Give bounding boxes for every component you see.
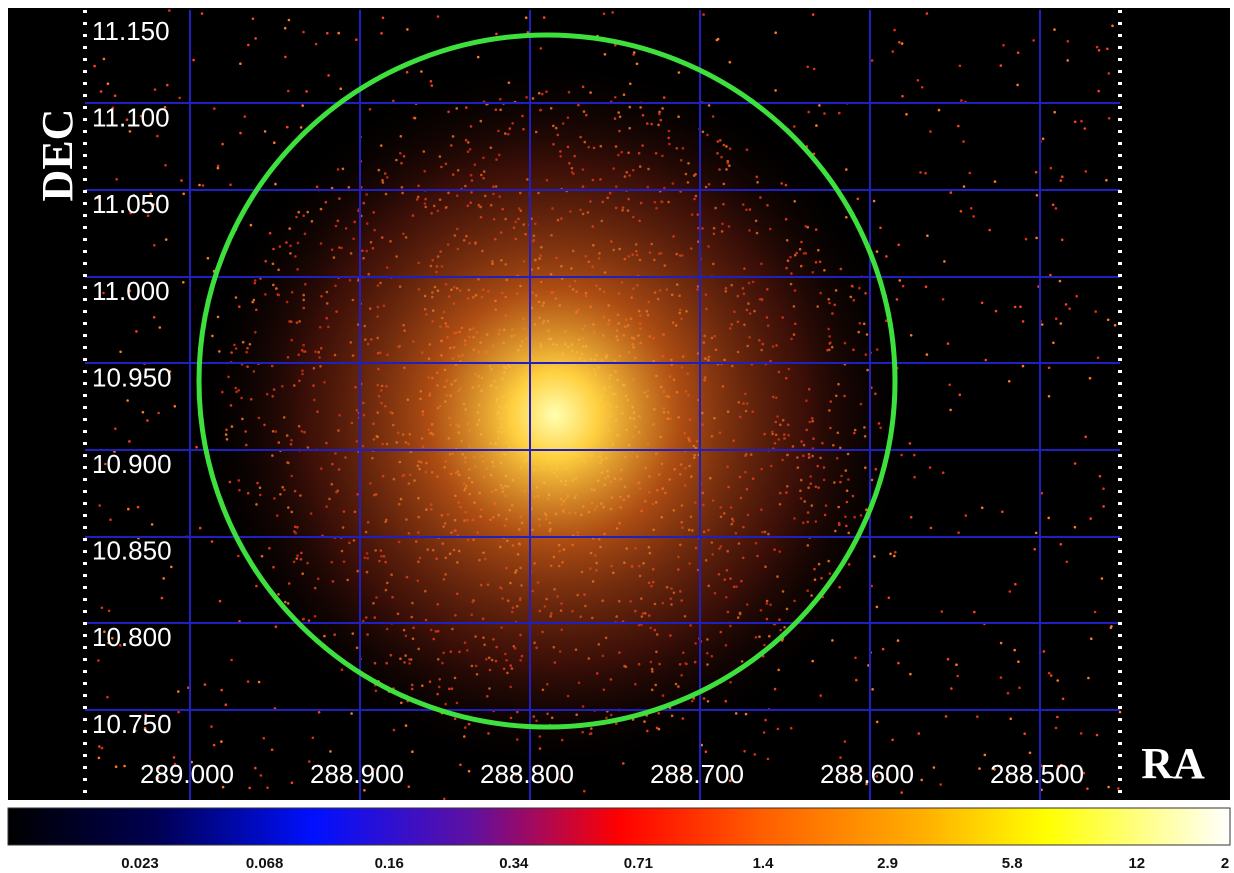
x-tick-label: 289.000 bbox=[140, 759, 234, 789]
colorbar-label: 0.023 bbox=[121, 855, 159, 872]
colorbar-label: 2 bbox=[1221, 855, 1229, 872]
y-tick-label: 11.100 bbox=[92, 103, 170, 133]
x-tick-label: 288.700 bbox=[650, 759, 744, 789]
y-axis-label: DEC bbox=[33, 109, 82, 202]
y-tick-label: 11.000 bbox=[92, 276, 170, 306]
page: DEC RA 11.150 11.100 11.050 11.000 10.950 10.… bbox=[0, 0, 1234, 873]
y-tick-label: 10.950 bbox=[92, 362, 172, 392]
x-tick-label: 288.800 bbox=[480, 759, 574, 789]
y-tick-label: 10.900 bbox=[92, 449, 172, 479]
colorbar-label: 5.8 bbox=[1002, 855, 1023, 872]
x-tick-label: 288.900 bbox=[310, 759, 404, 789]
colorbar-label: 1.4 bbox=[753, 855, 775, 872]
colorbar-label: 0.16 bbox=[375, 855, 404, 872]
source-glow bbox=[8, 8, 1230, 800]
colorbar-label: 0.71 bbox=[624, 855, 653, 872]
y-tick-label: 10.850 bbox=[92, 536, 172, 566]
x-tick-label: 288.600 bbox=[820, 759, 914, 789]
y-tick-label: 10.750 bbox=[92, 709, 172, 739]
y-tick-label: 10.800 bbox=[92, 622, 172, 652]
colorbar-label: 0.34 bbox=[499, 855, 529, 872]
x-axis-label: RA bbox=[1141, 739, 1205, 788]
y-tick-label: 11.050 bbox=[92, 189, 170, 219]
colorbar bbox=[8, 808, 1230, 845]
x-tick-label: 288.500 bbox=[990, 759, 1084, 789]
colorbar-label: 12 bbox=[1128, 855, 1145, 872]
colorbar-label: 2.9 bbox=[877, 855, 898, 872]
y-tick-label: 11.150 bbox=[92, 16, 170, 46]
colorbar-label: 0.068 bbox=[246, 855, 284, 872]
